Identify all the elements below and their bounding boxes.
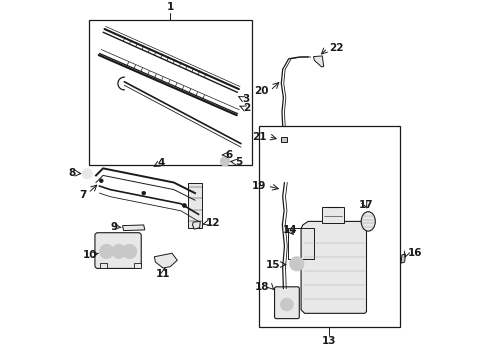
Bar [287, 229, 313, 258]
Circle shape [99, 179, 103, 183]
Text: 14: 14 [282, 225, 297, 235]
Text: 3: 3 [242, 94, 249, 104]
Text: 9: 9 [111, 222, 118, 232]
Text: 21: 21 [252, 131, 266, 141]
Text: 1: 1 [166, 2, 174, 12]
Polygon shape [313, 56, 323, 67]
Ellipse shape [361, 212, 375, 231]
Circle shape [182, 203, 186, 207]
Text: 4: 4 [158, 158, 165, 168]
Text: 11: 11 [156, 269, 170, 279]
Text: 12: 12 [205, 218, 220, 228]
Text: 22: 22 [329, 43, 343, 53]
FancyBboxPatch shape [274, 287, 299, 319]
Text: 8: 8 [68, 168, 76, 178]
Circle shape [122, 244, 136, 258]
Polygon shape [187, 183, 202, 229]
Text: 18: 18 [254, 282, 269, 292]
Text: 6: 6 [225, 150, 233, 160]
Polygon shape [192, 221, 200, 229]
Text: 20: 20 [254, 86, 268, 95]
Text: 7: 7 [79, 190, 86, 200]
Text: 2: 2 [242, 103, 249, 113]
Circle shape [142, 191, 145, 195]
Text: 10: 10 [82, 250, 97, 260]
Polygon shape [154, 253, 177, 268]
Circle shape [280, 298, 293, 311]
Bar [134, 263, 140, 268]
Circle shape [100, 244, 113, 258]
Circle shape [112, 244, 126, 258]
Text: 17: 17 [358, 201, 372, 211]
Text: 5: 5 [235, 157, 243, 167]
Polygon shape [122, 225, 144, 231]
Bar [280, 137, 286, 142]
Circle shape [289, 257, 303, 271]
Bar [89, 20, 251, 165]
Text: 13: 13 [322, 336, 336, 346]
Polygon shape [322, 207, 343, 223]
Bar [100, 263, 106, 268]
Text: 15: 15 [265, 260, 279, 270]
Polygon shape [301, 221, 366, 313]
Circle shape [220, 157, 229, 166]
Circle shape [82, 169, 92, 179]
Text: 19: 19 [251, 181, 265, 191]
Polygon shape [400, 254, 405, 263]
Text: 16: 16 [407, 248, 422, 258]
FancyBboxPatch shape [95, 233, 141, 269]
Bar [258, 126, 399, 328]
